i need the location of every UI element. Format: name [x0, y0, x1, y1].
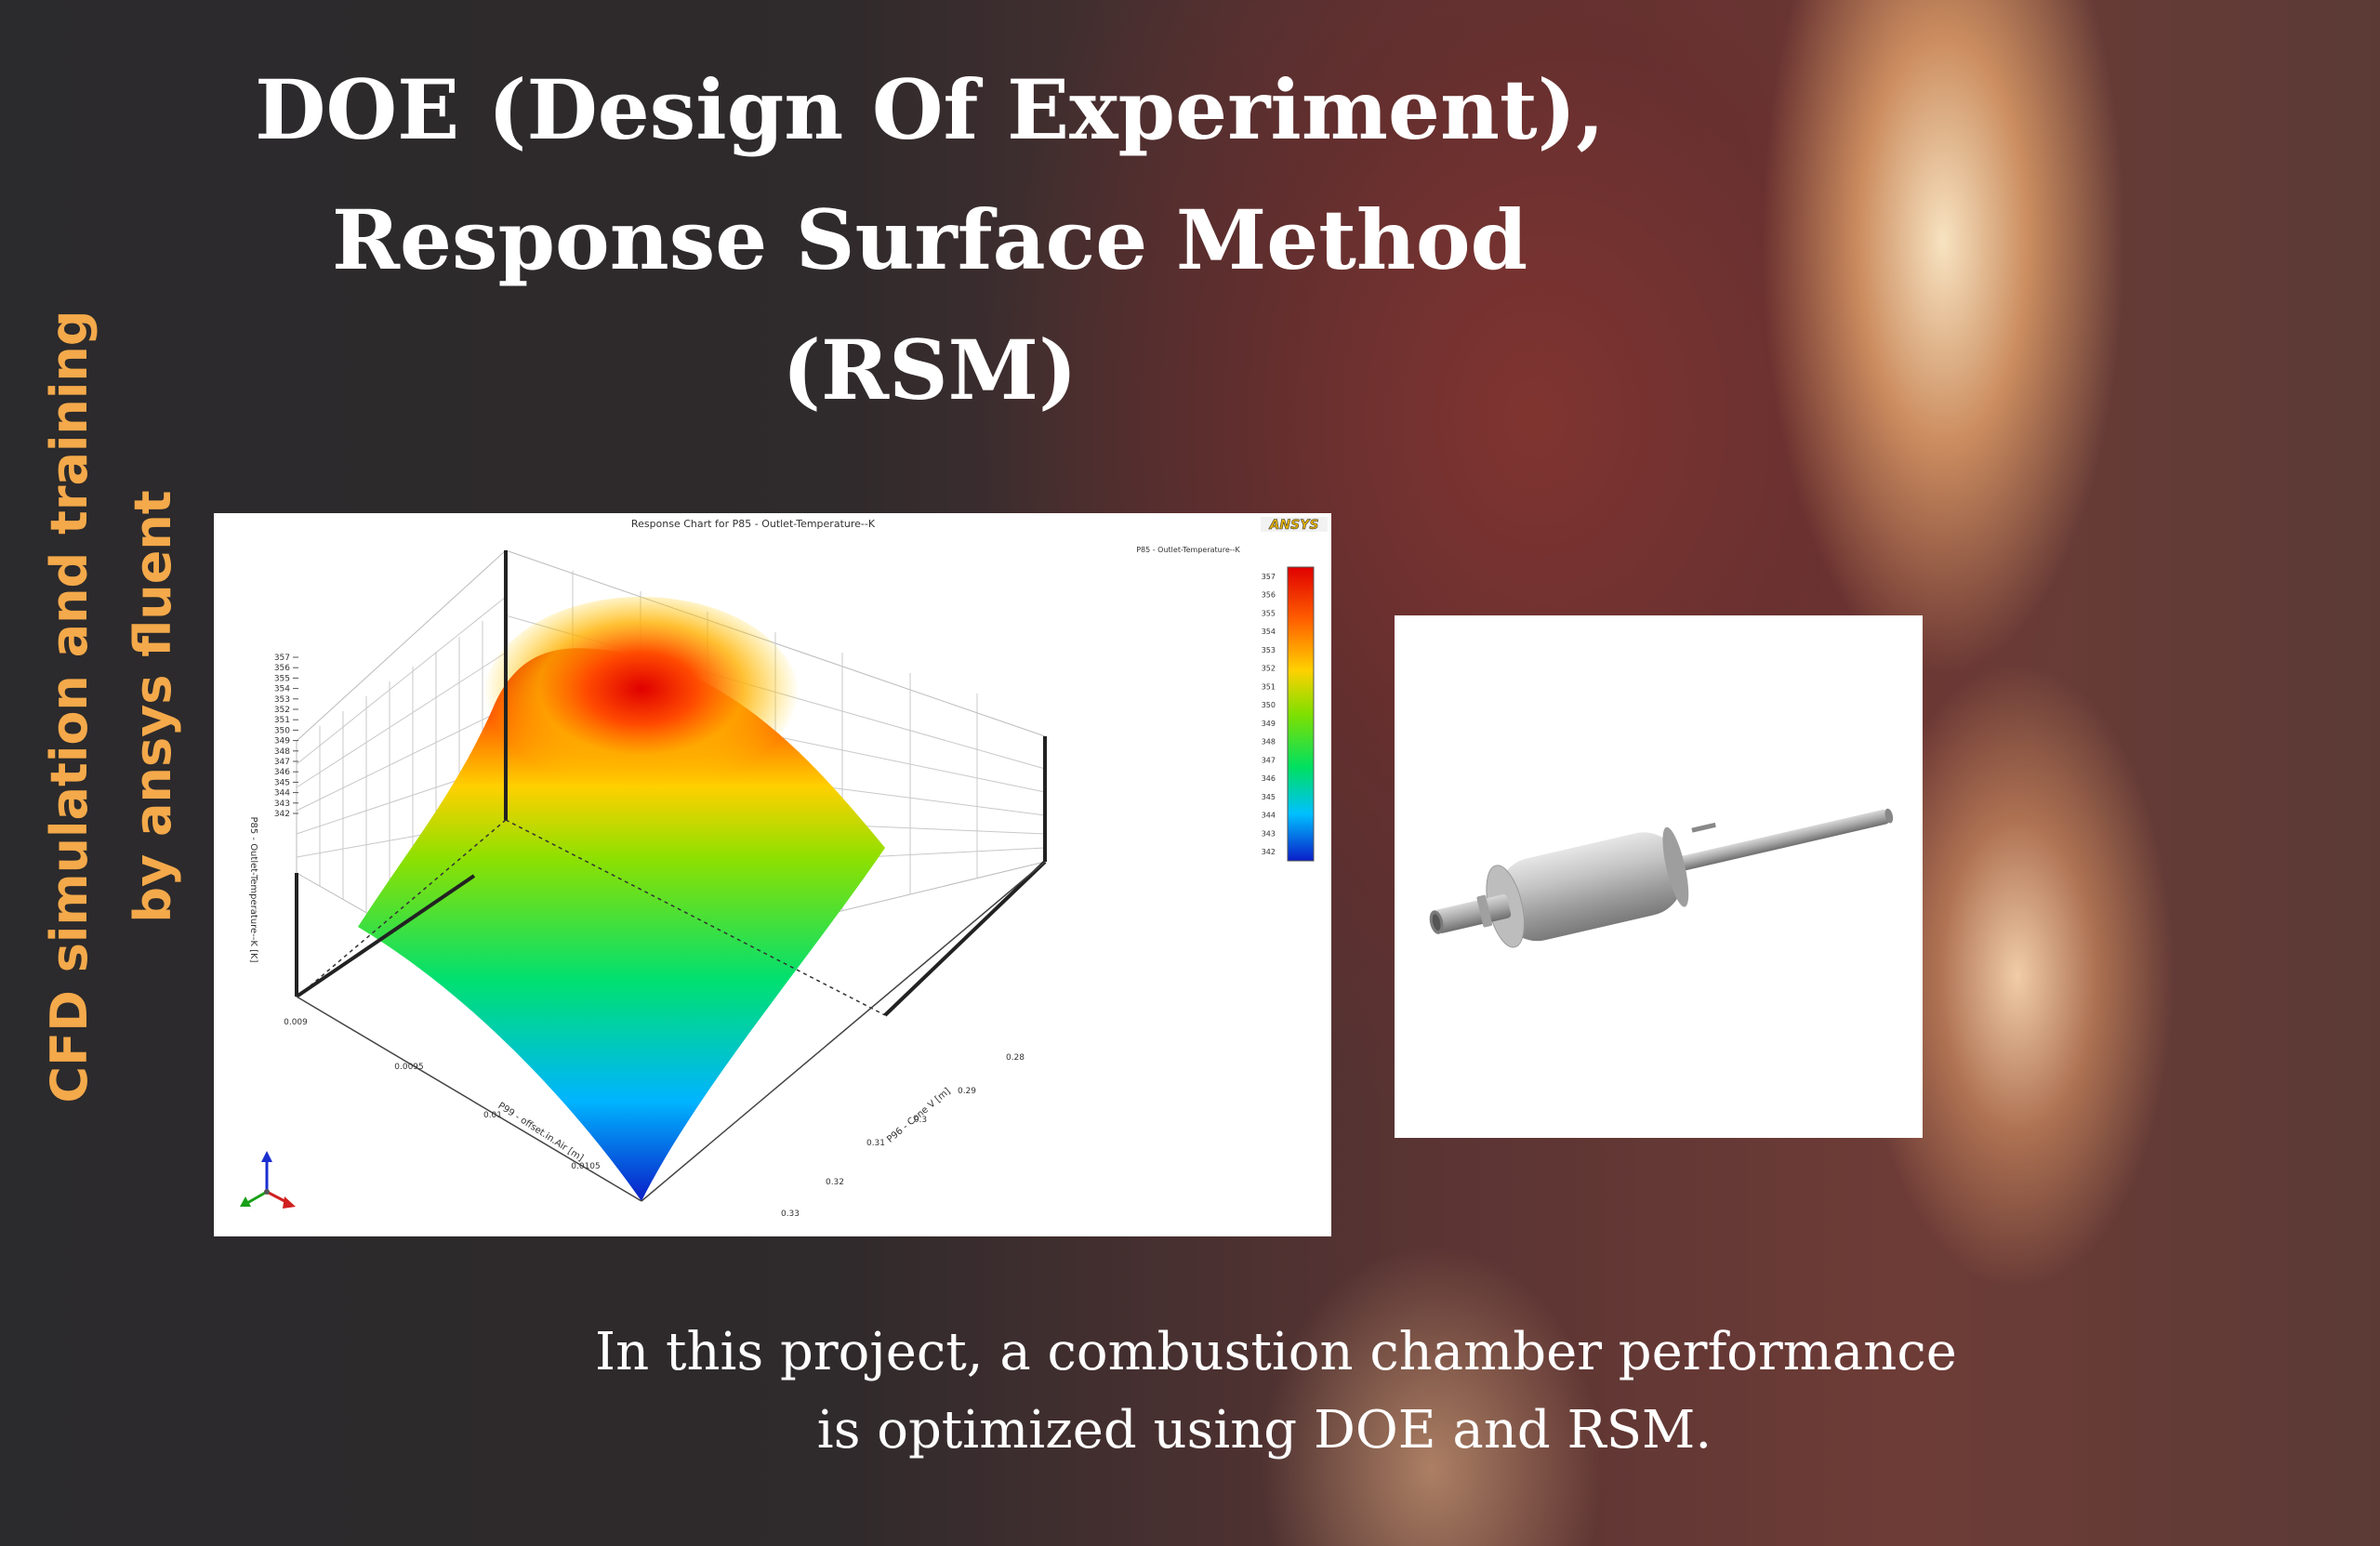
- z-axis-tick-label: 357: [274, 654, 290, 663]
- legend-tick-label: 352: [1262, 665, 1276, 673]
- z-axis-tick-label: 347: [274, 758, 290, 767]
- right-axis-tick-label: 0.28: [1006, 1053, 1025, 1063]
- legend-tick-label: 349: [1262, 720, 1276, 728]
- caption: In this project, a combustion chamber pe…: [595, 1314, 1957, 1470]
- box-axes: [295, 550, 1047, 1017]
- legend-tick-label: 357: [1262, 573, 1276, 581]
- z-axis-tick-label: 353: [274, 695, 290, 705]
- legend-tick-label: 345: [1262, 793, 1276, 801]
- z-axis-tick-label: 350: [274, 726, 290, 735]
- muffler-photo-panel: [1395, 615, 1923, 1138]
- z-axis-tick-label: 349: [274, 737, 290, 747]
- z-axis-tick-label: 355: [274, 674, 290, 683]
- right-axis-label: P96 - Cone V [m]: [885, 1086, 952, 1144]
- legend-tick-label: 347: [1262, 756, 1276, 764]
- z-axis-tick-label: 348: [274, 747, 290, 757]
- z-axis-tick-label: 356: [274, 664, 290, 673]
- left-axis-tick-label: 0.0105: [571, 1162, 601, 1171]
- z-axis-tick-label: 343: [274, 799, 290, 809]
- orientation-triad-icon: [240, 1151, 296, 1209]
- right-axis-tick-label: 0.31: [866, 1139, 885, 1148]
- response-surface: [358, 597, 885, 1201]
- response-chart-panel: Response Chart for P85 - Outlet-Temperat…: [214, 513, 1331, 1236]
- z-axis-tick-label: 354: [274, 685, 290, 694]
- legend-tick-label: 350: [1262, 701, 1276, 709]
- z-axis-tick-label: 346: [274, 768, 290, 777]
- right-axis-tick-label: 0.29: [958, 1087, 976, 1096]
- muffler-photo: [1429, 808, 1894, 948]
- z-axis-tick-label: 351: [274, 716, 290, 725]
- ansys-logo: ANSYS: [1261, 517, 1328, 533]
- side-tagline: CFD simulation and training by ansys flu…: [28, 242, 214, 1171]
- legend-ticks: 357 356 355 354 353 352 351 350 349 348 347 346 345 3…: [1262, 573, 1276, 856]
- right-axis-ticks: 0.28 0.29 0.3 0.31 0.32 0.33: [781, 1053, 1025, 1219]
- z-axis-tick-label: 342: [274, 810, 290, 819]
- legend-title: P85 - Outlet-Temperature--K: [1136, 546, 1240, 554]
- title-line-2: Response Surface Method: [331, 192, 1528, 288]
- z-axis-tick-label: 344: [274, 789, 290, 799]
- caption-line-2: is optimized using DOE and RSM.: [816, 1400, 1712, 1460]
- right-axis-tick-label: 0.3: [914, 1116, 927, 1125]
- legend-tick-label: 351: [1262, 682, 1276, 691]
- title-line-1: DOE (Design Of Experiment),: [255, 61, 1605, 158]
- legend-tick-label: 346: [1262, 774, 1276, 783]
- right-axis-tick-label: 0.32: [826, 1178, 844, 1187]
- legend-tick-label: 355: [1262, 609, 1276, 617]
- z-axis-tick-label: 352: [274, 706, 290, 715]
- title-line-3: (RSM): [782, 322, 1078, 418]
- page-title: DOE (Design Of Experiment), Response Sur…: [186, 45, 1673, 435]
- left-axis-tick-label: 0.0095: [394, 1063, 424, 1072]
- legend-tick-label: 356: [1262, 591, 1276, 600]
- legend-tick-label: 348: [1262, 738, 1276, 747]
- legend-tick-label: 353: [1262, 646, 1276, 654]
- legend-tick-label: 354: [1262, 628, 1276, 636]
- side-line-1: CFD simulation and training: [40, 310, 99, 1103]
- svg-text:ANSYS: ANSYS: [1269, 518, 1319, 533]
- legend-tick-label: 342: [1262, 848, 1276, 856]
- side-line-2: by ansys fluent: [124, 490, 182, 923]
- front-axes: [296, 861, 1046, 1202]
- left-axis-ticks: 0.009 0.0095 0.01 0.0105: [284, 1018, 601, 1171]
- legend-color-bar: [1287, 566, 1315, 862]
- right-axis-tick-label: 0.33: [781, 1209, 800, 1219]
- z-axis-tick-label: 345: [274, 778, 290, 787]
- z-axis-label: P85 - Outlet-Temperature--K [K]: [248, 816, 258, 962]
- response-surface-chart: Response Chart for P85 - Outlet-Temperat…: [240, 517, 1328, 1219]
- left-axis-tick-label: 0.01: [483, 1111, 502, 1120]
- left-axis-tick-label: 0.009: [284, 1018, 308, 1027]
- chart-title: Response Chart for P85 - Outlet-Temperat…: [631, 518, 876, 530]
- caption-line-1: In this project, a combustion chamber pe…: [595, 1322, 1957, 1382]
- legend-tick-label: 344: [1262, 812, 1276, 820]
- legend-tick-label: 343: [1262, 829, 1276, 838]
